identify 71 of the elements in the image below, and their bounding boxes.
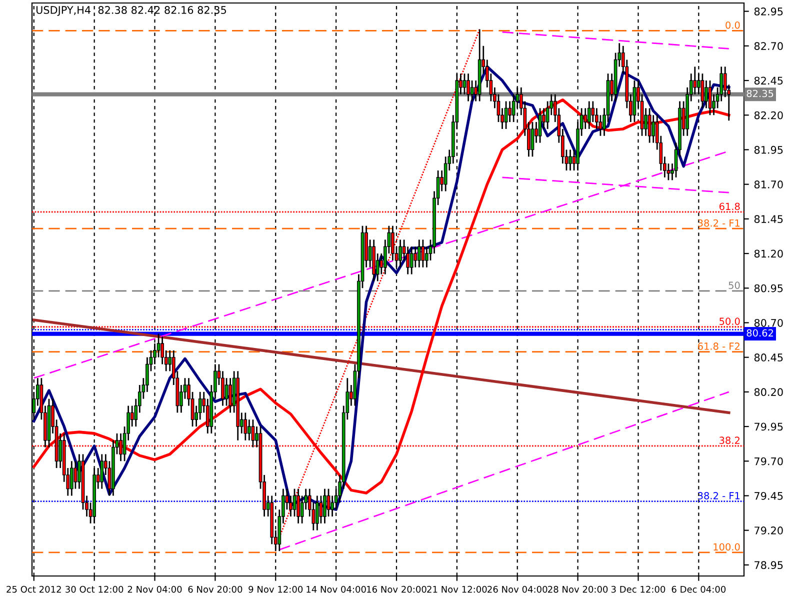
annotation: 38.2 - F1 [698,492,740,500]
x-tick-label: 14 Nov 04:00 [306,586,366,593]
candlestick [323,488,326,524]
x-tick-label: 21 Nov 12:00 [427,586,487,593]
candlestick [228,377,232,414]
annotation: 0.0 [726,21,740,29]
candlestick [417,238,421,268]
y-tick-label: 79.20 [754,526,783,534]
y-tick-label: 80.45 [754,354,783,362]
x-tick-label: 9 Nov 12:00 [248,586,303,593]
y-tick-label: 79.95 [754,422,783,431]
candlestick [470,80,474,102]
annotation: 50 [728,282,740,289]
x-tick-label: 6 Dec 04:00 [672,586,726,593]
candlestick [100,454,104,490]
y-tick-label: 82.95 [754,8,783,16]
candlestick [74,460,78,490]
x-tick-label: 28 Nov 20:00 [548,586,608,593]
candlestick [224,377,228,406]
y-tick-label: 79.45 [754,492,783,500]
y-tick-label: 80.95 [754,284,783,292]
annotation: 38.2 - F1 [698,219,740,227]
x-tick-label: 16 Nov 20:00 [367,586,426,593]
candlestick [319,495,323,524]
candlestick [414,246,418,268]
candlestick [693,66,697,96]
y-tick-label: 80.20 [754,388,783,396]
candlestick [244,412,248,442]
x-tick-label: 2 Nov 04:00 [128,586,182,593]
annotation: 100.0 [714,543,740,551]
candlestick [508,100,512,123]
candlestick [584,107,588,130]
y-tick-label: 82.45 [754,76,783,85]
x-tick-label: 25 Oct 2012 [6,586,61,593]
y-tick-label: 82.70 [754,42,783,50]
annotation: 50.0 [720,318,740,325]
candlestick [504,100,508,130]
y-tick-label: 81.45 [754,215,783,224]
candlestick [421,238,425,268]
candlestick [530,121,534,158]
annotation: 61.8 [719,202,740,210]
x-tick-label: 26 Nov 04:00 [488,586,548,593]
x-tick-label: 30 Oct 12:00 [66,586,124,593]
annotation: 61.8 - F2 [698,342,740,350]
candlestick [462,72,466,96]
y-tick-label: 81.20 [754,250,783,258]
candlestick [248,418,251,442]
candlestick [568,149,572,172]
candlestick [410,246,414,275]
y-tick-label: 81.95 [754,146,783,154]
y-tick-label: 78.95 [754,561,783,570]
candlestick [704,80,708,109]
candlestick [652,114,656,144]
candlestick [466,72,470,102]
y-tick-label: 82.20 [754,111,783,120]
y-tick-label: 80.70 [754,318,783,327]
ref-line-label: 80.62 [746,329,773,337]
x-tick-label: 3 Dec 12:00 [611,586,666,593]
candlestick [587,100,591,130]
candlestick [292,488,296,518]
candlestick [700,72,704,109]
annotation: 38.2 [720,436,740,444]
ref-line-label: 82.35 [746,90,774,98]
x-tick-label: 6 Nov 20:00 [188,586,242,593]
candlestick [70,460,74,496]
y-tick-label: 81.70 [754,180,783,188]
chart-title: USDJPY,H4 82.38 82.42 82.16 82.35 [36,6,226,16]
candlestick [326,488,330,518]
candlestick [296,488,300,524]
candlestick [316,495,319,532]
y-tick-label: 79.70 [754,457,783,466]
